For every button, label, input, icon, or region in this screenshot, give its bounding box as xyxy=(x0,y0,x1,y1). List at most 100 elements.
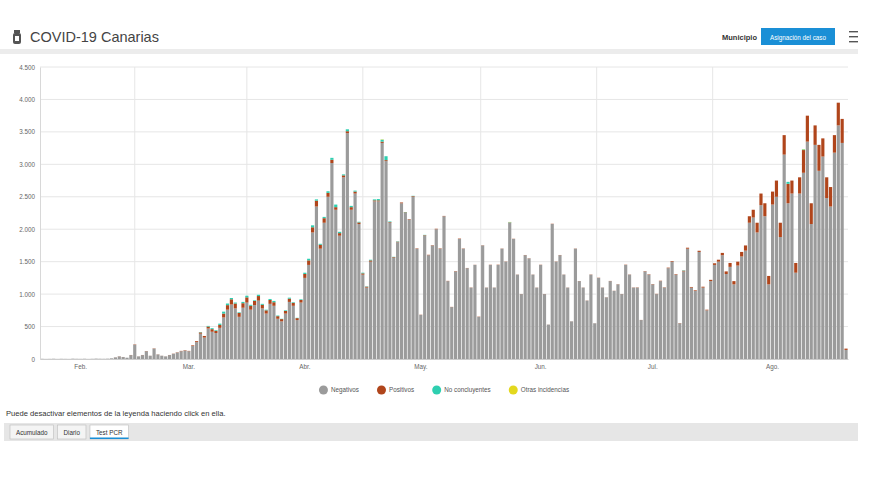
bar[interactable] xyxy=(694,290,697,292)
bar[interactable] xyxy=(419,315,422,359)
bar[interactable] xyxy=(149,356,152,359)
bar[interactable] xyxy=(330,163,333,359)
bar[interactable] xyxy=(218,324,221,325)
bar[interactable] xyxy=(141,354,144,355)
bar[interactable] xyxy=(292,302,295,303)
bar[interactable] xyxy=(589,275,592,359)
bar[interactable] xyxy=(481,245,484,246)
bar[interactable] xyxy=(841,119,844,143)
bar[interactable] xyxy=(408,219,411,220)
bar[interactable] xyxy=(176,353,179,359)
bar[interactable] xyxy=(95,358,98,359)
bar[interactable] xyxy=(524,254,527,255)
bar[interactable] xyxy=(323,218,326,223)
bar[interactable] xyxy=(222,317,225,359)
bar[interactable] xyxy=(160,355,163,356)
bar[interactable] xyxy=(71,358,74,359)
bar[interactable] xyxy=(245,295,248,296)
bar[interactable] xyxy=(172,353,175,354)
bar[interactable] xyxy=(226,305,229,310)
bar[interactable] xyxy=(756,232,759,359)
bar[interactable] xyxy=(744,245,747,246)
bar[interactable] xyxy=(539,264,542,265)
bar[interactable] xyxy=(605,297,608,298)
bar[interactable] xyxy=(462,249,465,359)
bar[interactable] xyxy=(585,301,588,359)
bar[interactable] xyxy=(419,314,422,315)
bar[interactable] xyxy=(415,249,418,359)
bar[interactable] xyxy=(589,274,592,275)
bar[interactable] xyxy=(187,350,190,351)
bar[interactable] xyxy=(191,345,194,346)
bar[interactable] xyxy=(334,204,337,205)
bar[interactable] xyxy=(415,248,418,249)
bar[interactable] xyxy=(701,286,704,288)
bar[interactable] xyxy=(199,334,202,359)
bar[interactable] xyxy=(118,356,121,357)
bar[interactable] xyxy=(585,300,588,301)
bar[interactable] xyxy=(183,350,186,351)
bar[interactable] xyxy=(783,155,786,359)
bar[interactable] xyxy=(400,202,403,203)
bar[interactable] xyxy=(299,303,302,359)
bar[interactable] xyxy=(469,288,472,359)
bar[interactable] xyxy=(817,171,820,359)
bar[interactable] xyxy=(613,290,616,291)
bar[interactable] xyxy=(721,252,724,253)
bar[interactable] xyxy=(249,304,252,306)
bar[interactable] xyxy=(292,303,295,306)
bar[interactable] xyxy=(384,156,387,160)
bar[interactable] xyxy=(95,358,98,359)
bar[interactable] xyxy=(249,310,252,359)
bar[interactable] xyxy=(732,284,735,359)
bar[interactable] xyxy=(442,215,445,216)
bar[interactable] xyxy=(218,328,221,359)
bar[interactable] xyxy=(95,358,98,359)
bar[interactable] xyxy=(60,358,63,359)
bar[interactable] xyxy=(759,193,762,194)
bar[interactable] xyxy=(292,302,295,304)
bar[interactable] xyxy=(373,199,376,201)
bar[interactable] xyxy=(388,221,391,223)
bar[interactable] xyxy=(705,309,708,310)
bar[interactable] xyxy=(624,265,627,359)
bar[interactable] xyxy=(574,248,577,249)
bar[interactable] xyxy=(655,293,658,294)
bar[interactable] xyxy=(512,238,515,239)
bar[interactable] xyxy=(396,241,399,242)
bar[interactable] xyxy=(404,213,407,359)
bar[interactable] xyxy=(164,356,167,357)
bar[interactable] xyxy=(439,248,442,249)
bar[interactable] xyxy=(369,260,372,261)
bar[interactable] xyxy=(701,286,704,287)
bar[interactable] xyxy=(191,345,194,347)
bar[interactable] xyxy=(129,354,132,355)
bar[interactable] xyxy=(87,359,90,360)
bar[interactable] xyxy=(694,290,697,291)
bar[interactable] xyxy=(450,306,453,307)
bar[interactable] xyxy=(64,358,67,359)
bar[interactable] xyxy=(616,284,619,285)
bar[interactable] xyxy=(102,358,105,359)
bar[interactable] xyxy=(698,250,701,251)
bar[interactable] xyxy=(605,297,608,298)
bar[interactable] xyxy=(195,341,198,343)
bar[interactable] xyxy=(752,218,755,359)
bar[interactable] xyxy=(647,274,650,275)
bar[interactable] xyxy=(748,216,751,222)
bar[interactable] xyxy=(114,357,117,358)
bar[interactable] xyxy=(752,209,755,210)
bar[interactable] xyxy=(748,223,751,359)
bar[interactable] xyxy=(593,323,596,324)
bar[interactable] xyxy=(245,297,248,302)
bar[interactable] xyxy=(249,306,252,310)
bar[interactable] xyxy=(636,287,639,288)
bar[interactable] xyxy=(713,265,716,359)
bar[interactable] xyxy=(369,259,372,260)
bar[interactable] xyxy=(659,280,662,281)
bar[interactable] xyxy=(670,262,673,359)
bar[interactable] xyxy=(369,259,372,261)
bar[interactable] xyxy=(779,222,782,223)
bar[interactable] xyxy=(667,267,670,269)
bar[interactable] xyxy=(493,288,496,359)
